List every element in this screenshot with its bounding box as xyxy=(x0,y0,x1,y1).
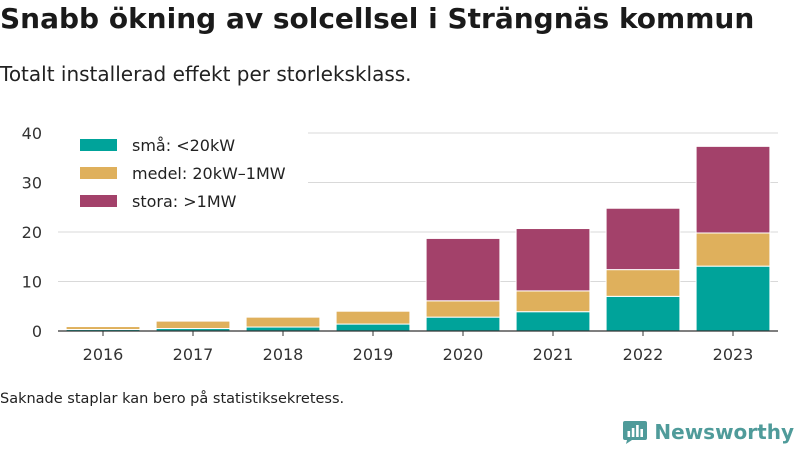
bar-segment xyxy=(425,300,501,318)
bar-segment xyxy=(335,310,411,325)
newsworthy-logo-icon xyxy=(623,421,648,444)
bar-segment xyxy=(515,311,591,332)
legend-label: små: <20kW xyxy=(132,136,235,155)
chart-title: Snabb ökning av solcellsel i Strängnäs k… xyxy=(0,2,755,35)
legend-swatch xyxy=(80,167,117,179)
footnote: Saknade staplar kan bero på statistiksek… xyxy=(0,391,345,407)
brand-name: Newsworthy xyxy=(654,420,794,444)
bar-segment xyxy=(425,237,501,302)
legend-swatch xyxy=(80,139,117,151)
legend-label: stora: >1MW xyxy=(132,192,237,211)
bar-segment xyxy=(65,326,141,331)
bar-segment xyxy=(155,320,231,330)
chart-subtitle: Totalt installerad effekt per storlekskl… xyxy=(0,62,412,86)
brand-logo: Newsworthy xyxy=(622,419,794,445)
x-tick-label: 2017 xyxy=(173,345,214,364)
bar-segment xyxy=(605,269,681,297)
legend-swatch xyxy=(80,195,117,207)
x-tick-label: 2020 xyxy=(443,345,484,364)
bar-segment xyxy=(245,316,321,328)
bar-segment xyxy=(515,228,591,292)
bar-segment xyxy=(605,295,681,332)
y-tick-label: 40 xyxy=(22,124,42,143)
bar-segment xyxy=(335,323,411,332)
y-tick-label: 0 xyxy=(32,322,42,341)
x-tick-label: 2019 xyxy=(353,345,394,364)
x-tick-label: 2021 xyxy=(533,345,574,364)
y-tick-label: 10 xyxy=(22,273,42,292)
bar-segment xyxy=(515,290,591,313)
bar-segment xyxy=(695,232,771,267)
x-tick-label: 2022 xyxy=(623,345,664,364)
y-tick-label: 20 xyxy=(22,223,42,242)
x-tick-label: 2023 xyxy=(713,345,754,364)
x-tick-label: 2016 xyxy=(83,345,124,364)
bar-segment xyxy=(605,207,681,271)
bar-segment xyxy=(695,265,771,332)
y-tick-label: 30 xyxy=(22,174,42,193)
legend-label: medel: 20kW–1MW xyxy=(132,164,286,183)
stacked-bar-chart: 0 10 20 30 40 2016 2017 2018 2019 2020 2021 2022 202… xyxy=(22,124,778,364)
bar-segment xyxy=(425,316,501,332)
bar-segment xyxy=(695,145,771,234)
x-tick-label: 2018 xyxy=(263,345,304,364)
